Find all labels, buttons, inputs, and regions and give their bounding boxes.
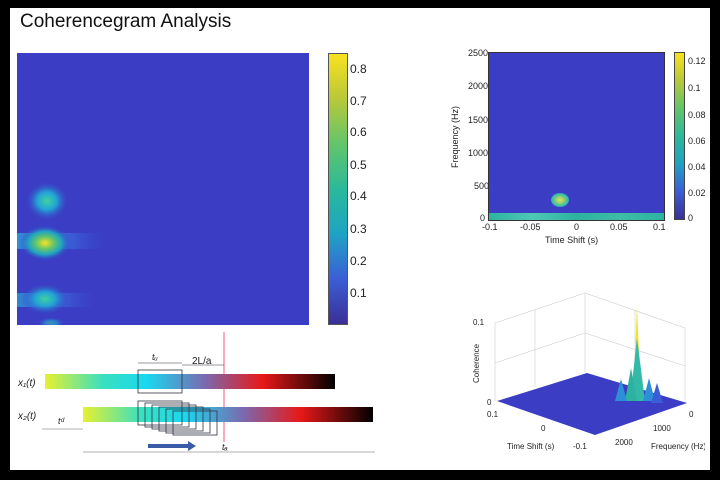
cbar-tick-07: 0.7 [350, 94, 367, 108]
xtick-m005: -0.05 [520, 222, 541, 232]
x-axis-label-3d: Time Shift (s) [507, 442, 555, 451]
hotspot-lower [21, 283, 69, 315]
ytick-0: 0 [480, 213, 486, 223]
surface-floor [497, 373, 687, 435]
xtick-3d-01: 0.1 [487, 410, 499, 419]
y-axis-label: Frequency (Hz) [450, 105, 460, 168]
ytick-1500: 1500 [468, 115, 489, 125]
hotspot-middle [19, 225, 71, 261]
heatmap-peak [551, 193, 569, 207]
colorbar-large [328, 53, 348, 325]
low-frequency-band [489, 213, 664, 220]
xtick-3d-m01: -0.1 [573, 442, 587, 451]
signal1-label: x₁(t) [17, 378, 36, 389]
coherencegram-heatmap [17, 53, 309, 325]
cbar-tick-05: 0.5 [350, 158, 367, 172]
xtick-005: 0.05 [610, 222, 628, 232]
xtick-3d-0: 0 [541, 424, 546, 433]
cbar-tick-03: 0.3 [350, 222, 367, 236]
cbar2-tick-006: 0.06 [688, 136, 706, 146]
ytick-1000: 1000 [468, 148, 489, 158]
hotspot-upper [25, 181, 69, 221]
signal-window-diagram: x₁(t) x₂(t) tᵤ 2L/a tᵈ tₐ [17, 332, 375, 453]
xtick-0: 0 [574, 222, 580, 232]
xtick-m01: -0.1 [482, 222, 498, 232]
ztick-0: 0 [487, 398, 492, 407]
slide-title: Coherencegram Analysis [20, 11, 232, 32]
cbar2-tick-002: 0.02 [688, 188, 706, 198]
ytick-3d-2000: 2000 [615, 438, 633, 447]
time-shift-heatmap [488, 52, 665, 221]
xtick-01: 0.1 [653, 222, 666, 232]
signal-bar-1 [45, 374, 335, 389]
signal-bar-2 [83, 407, 373, 422]
cbar2-tick-01: 0.1 [688, 83, 701, 93]
x-axis-label: Time Shift (s) [545, 235, 599, 245]
cbar2-tick-004: 0.04 [688, 162, 706, 172]
cbar2-tick-008: 0.08 [688, 110, 706, 120]
ztick-01: 0.1 [473, 318, 485, 327]
z-axis-label: Coherence [472, 343, 481, 383]
cbar-tick-04: 0.4 [350, 189, 367, 203]
ta-label: tₐ [222, 442, 228, 452]
ytick-3d-1000: 1000 [653, 424, 671, 433]
slide-direction-arrow [148, 441, 196, 451]
ytick-2000: 2000 [468, 81, 489, 91]
cbar2-tick-012: 0.12 [688, 56, 706, 66]
ytick-3d-0: 0 [689, 410, 694, 419]
cbar-tick-06: 0.6 [350, 125, 367, 139]
colorbar-small [674, 52, 685, 220]
ytick-2500: 2500 [468, 48, 489, 58]
y-axis-label-3d: Frequency (Hz) [651, 442, 705, 451]
window-box [137, 369, 183, 394]
slide: Coherencegram Analysis [10, 8, 710, 470]
td-label: tᵈ [58, 416, 66, 426]
coherence-3d-surface: 0.1 0 Coherence 0.1 0 -0.1 Time Shift (s… [472, 292, 705, 451]
cbar-tick-08: 0.8 [350, 62, 367, 76]
sliding-windows [137, 400, 218, 436]
window-length-label: tᵤ [152, 352, 158, 362]
ytick-500: 500 [474, 181, 490, 191]
signal2-label: x₂(t) [17, 411, 36, 422]
delay-label: 2L/a [192, 356, 212, 367]
cbar2-tick-0: 0 [688, 213, 694, 223]
cbar-tick-01: 0.1 [350, 286, 367, 300]
cbar-tick-02: 0.2 [350, 254, 367, 268]
